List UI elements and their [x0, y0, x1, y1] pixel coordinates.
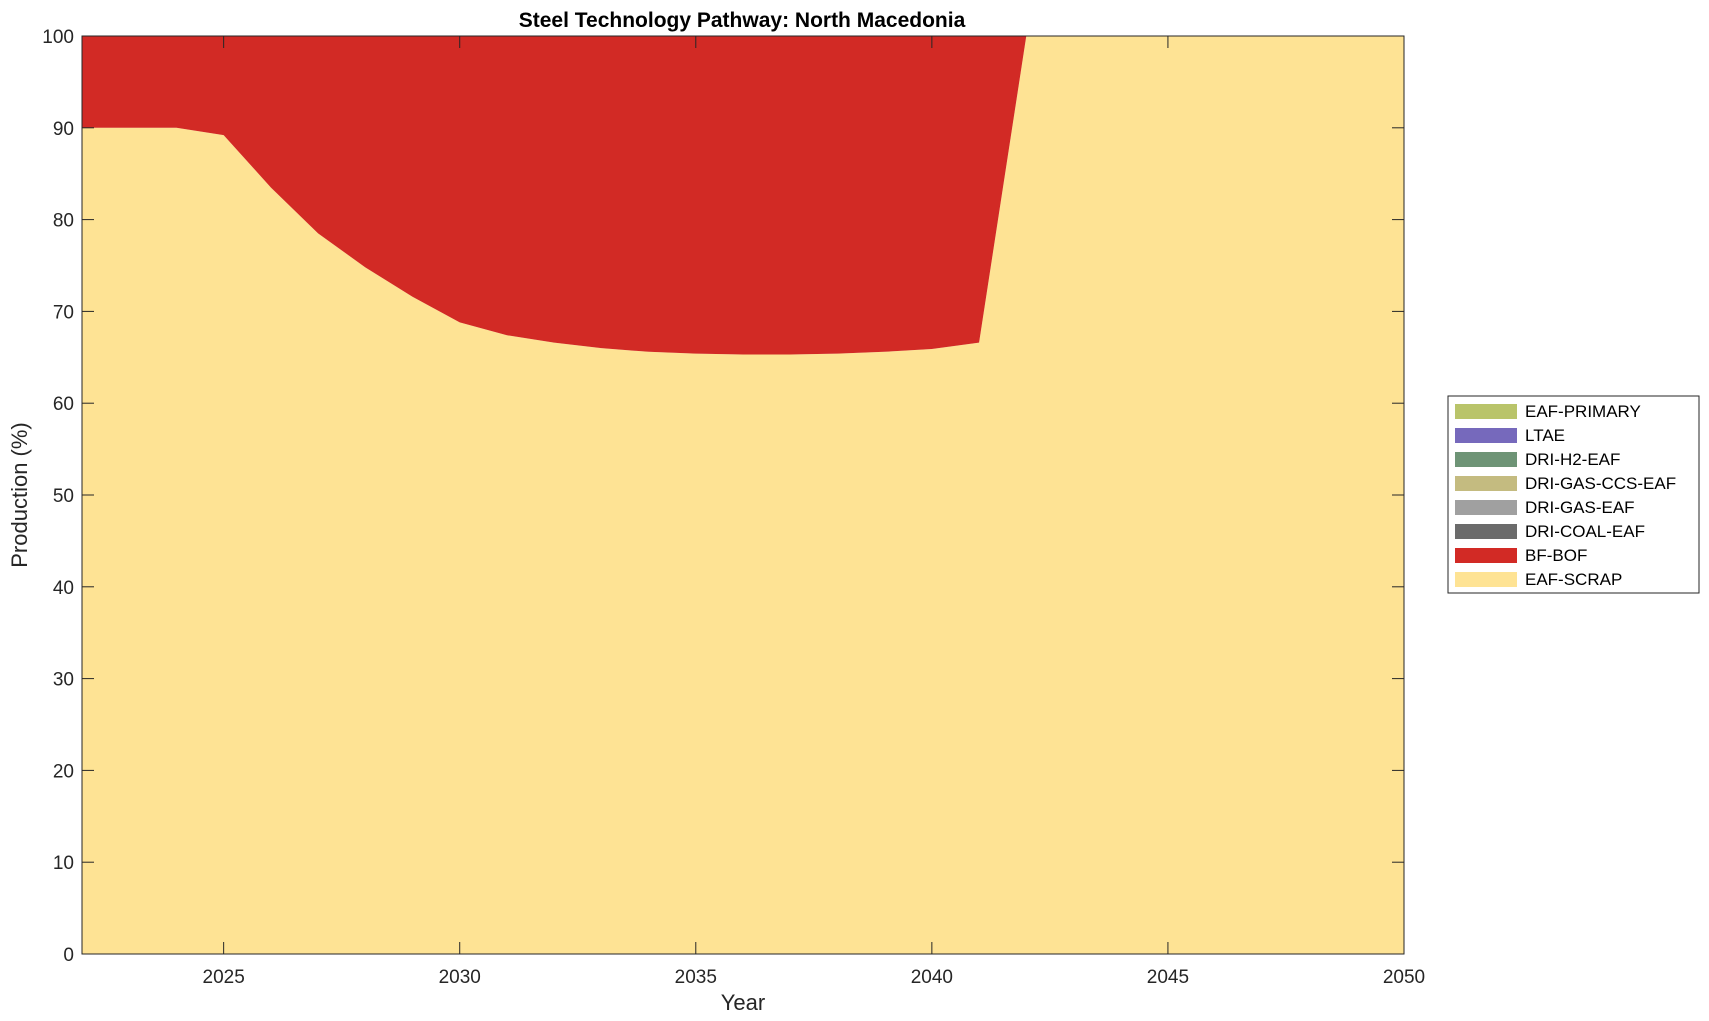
area-layers — [82, 36, 1404, 954]
y-tick-label: 0 — [63, 945, 74, 966]
y-tick-label: 60 — [53, 394, 74, 415]
x-tick-label: 2035 — [675, 967, 717, 988]
y-tick-label: 50 — [53, 486, 74, 507]
area-bf-bof — [82, 36, 1404, 355]
y-tick-labels: 0 10 20 30 40 50 60 70 80 90 100 — [42, 27, 74, 966]
x-tick-label: 2025 — [203, 967, 245, 988]
y-tick-label: 10 — [53, 853, 74, 874]
x-tick-label: 2050 — [1383, 967, 1425, 988]
x-tick-label: 2030 — [439, 967, 481, 988]
x-tick-label: 2045 — [1147, 967, 1189, 988]
legend-label-eaf-scrap: EAF-SCRAP — [1525, 570, 1622, 589]
legend-swatch-bf-bof — [1455, 548, 1517, 563]
y-tick-label: 70 — [53, 302, 74, 323]
x-tick-labels: 2025 2030 2035 2040 2045 2050 — [203, 967, 1426, 988]
legend-swatch-eaf-primary — [1455, 404, 1517, 419]
y-tick-label: 40 — [53, 578, 74, 599]
legend-label-dri-gas-ccs-eaf: DRI-GAS-CCS-EAF — [1525, 474, 1676, 493]
axis-ticks — [82, 35, 1405, 955]
legend-label-dri-gas-eaf: DRI-GAS-EAF — [1525, 498, 1635, 517]
legend-swatch-dri-h2-eaf — [1455, 452, 1517, 467]
legend-label-dri-h2-eaf: DRI-H2-EAF — [1525, 450, 1620, 469]
legend-label-bf-bof: BF-BOF — [1525, 546, 1587, 565]
y-tick-label: 20 — [53, 761, 74, 782]
x-axis-title: Year — [721, 990, 765, 1015]
legend-label-eaf-primary: EAF-PRIMARY — [1525, 402, 1641, 421]
y-tick-label: 100 — [42, 27, 74, 48]
legend-swatch-ltae — [1455, 428, 1517, 443]
legend-swatch-eaf-scrap — [1455, 572, 1517, 587]
y-axis-title: Production (%) — [7, 422, 32, 568]
x-tick-label: 2040 — [911, 967, 953, 988]
y-tick-label: 80 — [53, 211, 74, 232]
legend-swatch-dri-coal-eaf — [1455, 524, 1517, 539]
legend-swatch-dri-gas-eaf — [1455, 500, 1517, 515]
y-tick-label: 90 — [53, 119, 74, 140]
legend: EAF-PRIMARY LTAE DRI-H2-EAF DRI-GAS-CCS-EAF… — [1447, 395, 1700, 594]
legend-swatch-dri-gas-ccs-eaf — [1455, 476, 1517, 491]
area-eaf-scrap — [82, 36, 1404, 954]
y-tick-label: 30 — [53, 670, 74, 691]
legend-label-ltae: LTAE — [1525, 426, 1565, 445]
legend-label-dri-coal-eaf: DRI-COAL-EAF — [1525, 522, 1645, 541]
chart-title: Steel Technology Pathway: North Macedoni… — [519, 9, 966, 32]
